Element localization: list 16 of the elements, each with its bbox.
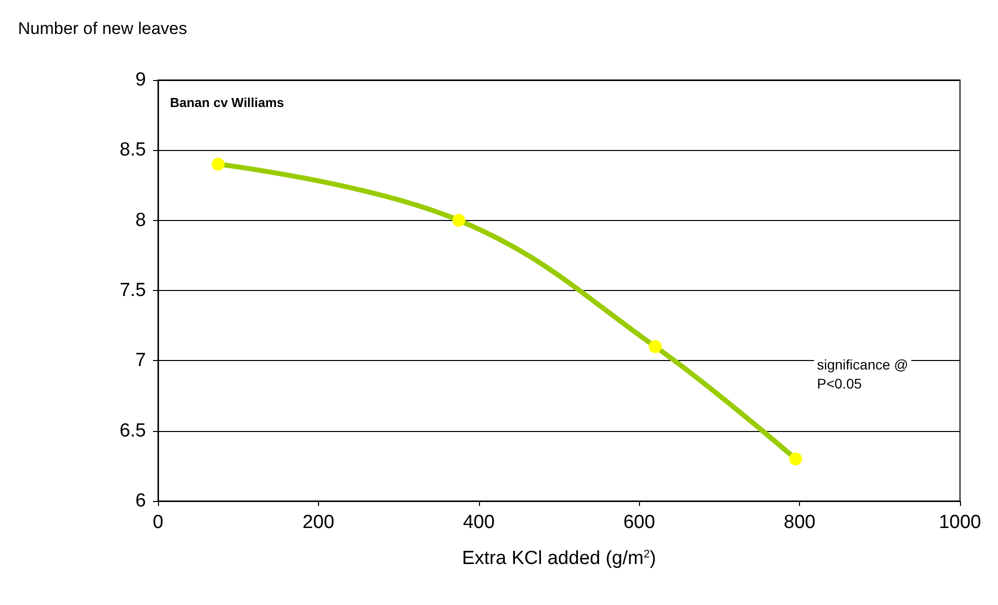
y-axis-title: Number of new leaves — [18, 19, 188, 38]
y-tick-label: 6.5 — [120, 420, 146, 442]
annotation: significance @ P<0.05 — [817, 356, 908, 392]
y-tick-label: 8.5 — [120, 140, 146, 161]
x-tick-label: 200 — [302, 512, 334, 533]
y-tick-label: 7.5 — [120, 280, 146, 301]
x-tick-label: 800 — [784, 512, 816, 533]
x-tick-label: 400 — [462, 512, 495, 533]
y-tick-label: 6 — [135, 490, 146, 512]
y-tick-label: 8 — [135, 210, 146, 231]
x-tick-label: 1000 — [938, 512, 982, 533]
x-tick-label: 0 — [152, 512, 164, 533]
annotation: Banan cv Williams — [170, 95, 284, 110]
y-tick-label: 7 — [135, 350, 146, 372]
x-tick-label: 600 — [623, 512, 656, 533]
y-tick-label: 9 — [135, 70, 146, 90]
